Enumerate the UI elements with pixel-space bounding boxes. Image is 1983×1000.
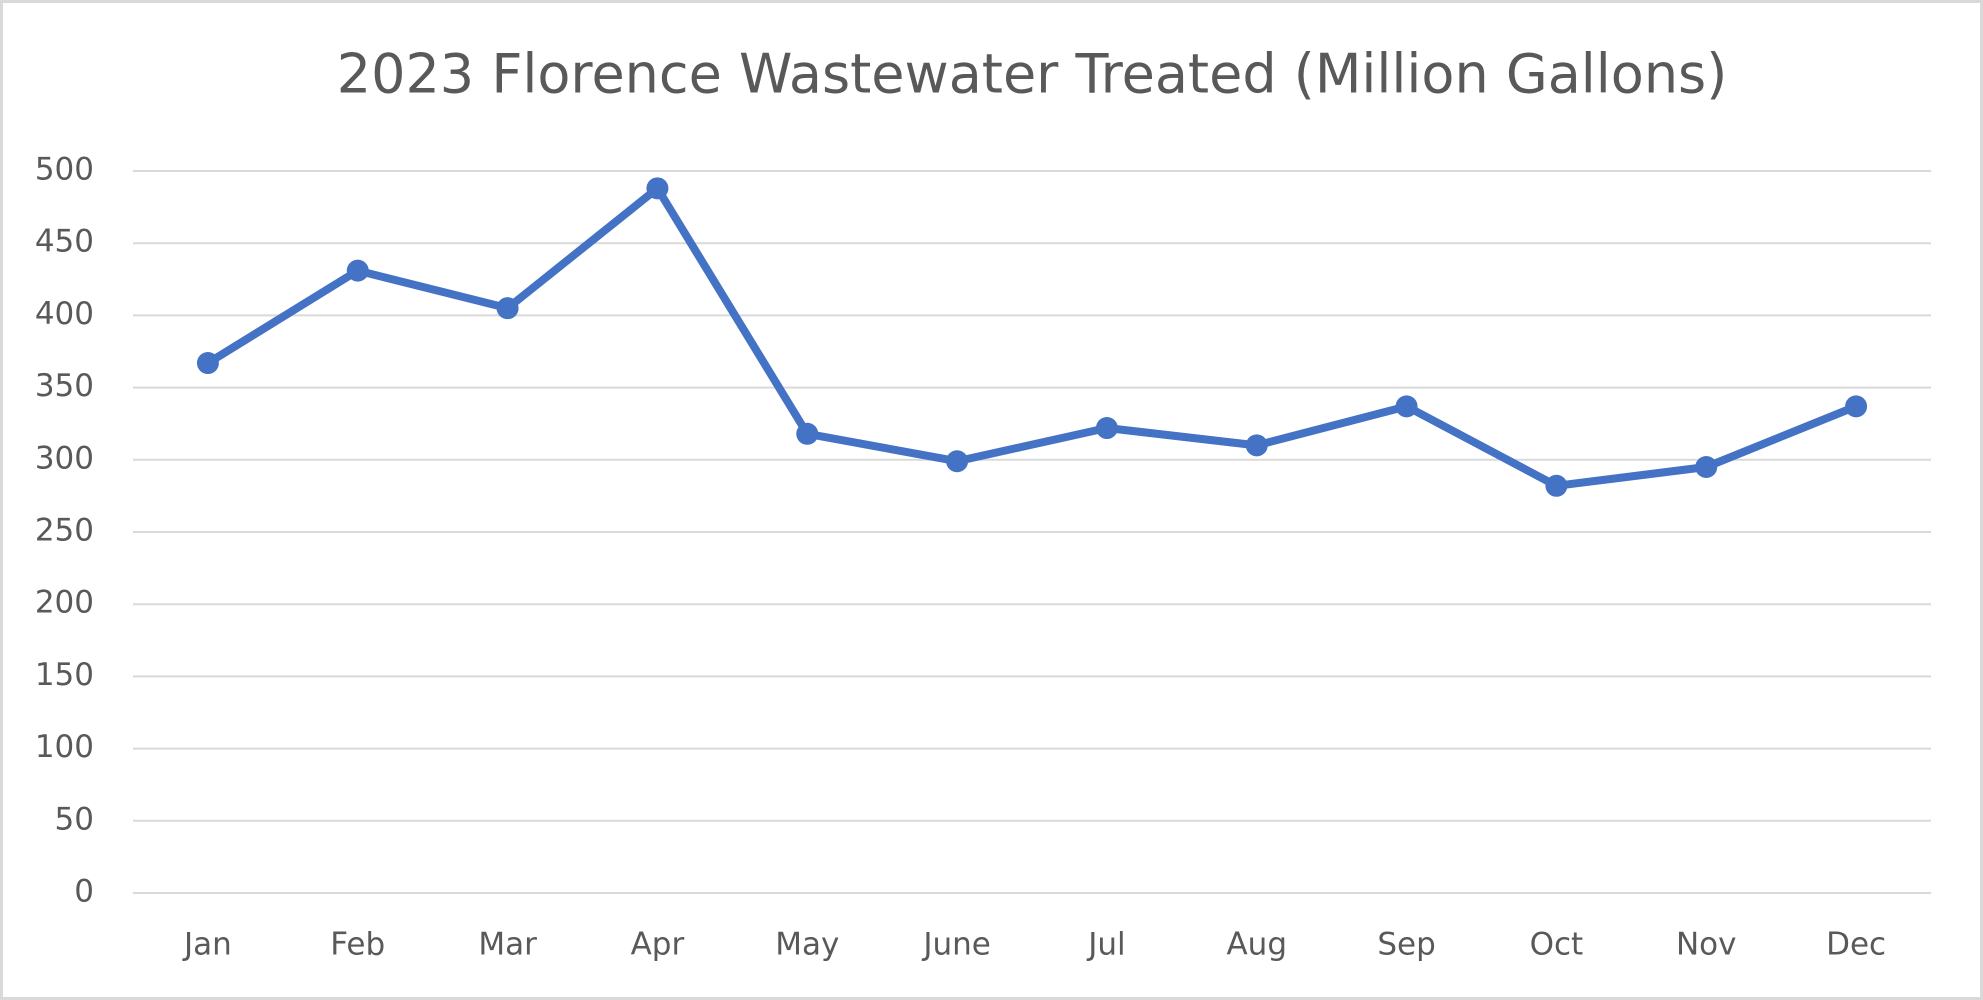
y-tick-label: 450 bbox=[35, 224, 94, 260]
x-tick-label: Jan bbox=[182, 927, 232, 963]
data-point bbox=[496, 297, 519, 320]
data-point bbox=[1095, 417, 1118, 440]
data-point bbox=[946, 450, 969, 473]
y-tick-label: 350 bbox=[35, 368, 94, 404]
data-point bbox=[1395, 395, 1418, 418]
data-point bbox=[646, 177, 669, 200]
x-tick-label: Dec bbox=[1826, 927, 1886, 963]
data-point bbox=[346, 259, 369, 282]
data-point bbox=[1845, 395, 1868, 418]
x-tick-label: Sep bbox=[1377, 927, 1435, 963]
data-point bbox=[796, 422, 819, 445]
data-point bbox=[196, 352, 219, 375]
y-tick-label: 100 bbox=[35, 729, 94, 765]
x-tick-label: May bbox=[775, 927, 839, 963]
x-tick-label: June bbox=[921, 927, 991, 963]
x-tick-label: Aug bbox=[1226, 927, 1287, 963]
y-tick-label: 300 bbox=[35, 440, 94, 476]
y-tick-label: 500 bbox=[35, 152, 94, 188]
data-point bbox=[1695, 456, 1718, 479]
x-tick-label: Nov bbox=[1676, 927, 1737, 963]
x-tick-label: Jul bbox=[1086, 927, 1125, 963]
y-tick-label: 250 bbox=[35, 513, 94, 549]
x-tick-label: Feb bbox=[330, 927, 385, 963]
x-tick-label: Mar bbox=[478, 927, 537, 963]
y-tick-label: 400 bbox=[35, 296, 94, 332]
data-point bbox=[1545, 474, 1568, 497]
y-tick-label: 200 bbox=[35, 585, 94, 621]
x-tick-label: Oct bbox=[1530, 927, 1584, 963]
y-tick-label: 0 bbox=[74, 874, 94, 910]
data-line bbox=[205, 184, 1858, 490]
y-tick-label: 50 bbox=[55, 801, 94, 837]
chart-title: 2023 Florence Wastewater Treated (Millio… bbox=[337, 43, 1728, 106]
data-point bbox=[1245, 434, 1268, 457]
x-tick-label: Apr bbox=[631, 927, 685, 963]
y-tick-label: 150 bbox=[35, 657, 94, 693]
